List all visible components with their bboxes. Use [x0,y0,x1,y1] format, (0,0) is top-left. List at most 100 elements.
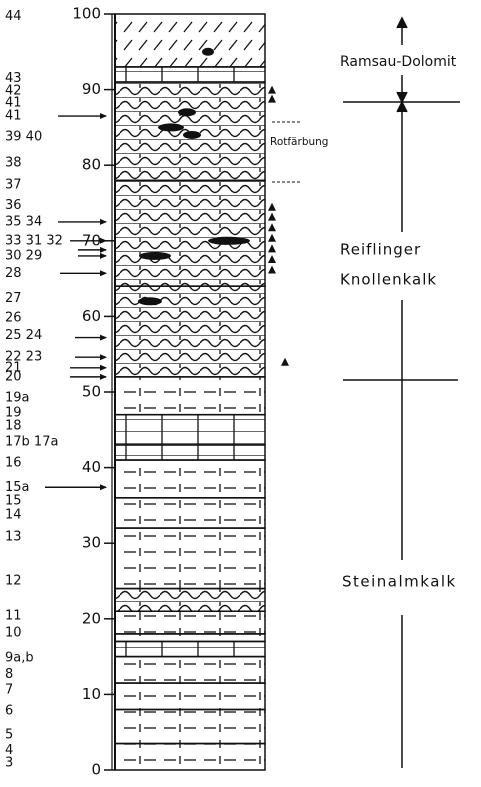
sample-label: 28 [5,266,22,281]
sample-label: 44 [5,9,22,24]
arrow-head [100,373,107,380]
unit-scale [272,16,460,768]
layer [114,179,266,287]
tick-label: 50 [82,383,101,401]
arrow-head [100,237,107,244]
sample-label: 41 [5,109,22,124]
marker [268,202,276,211]
sample-label: 15a [5,480,30,495]
sample-label: 19a [5,391,30,406]
tick-label: 90 [82,80,101,98]
layer [114,610,266,635]
sample-label: 6 [5,704,13,719]
layer [114,742,266,771]
sample-label: 9a,b [5,651,34,666]
sample-label: 5 [5,728,13,743]
sample-label: 21 [5,360,22,375]
layer [114,497,266,529]
tick-label: 30 [82,534,101,552]
marker [268,212,276,221]
tick-label: 20 [82,609,101,627]
tick-label: 10 [82,685,101,703]
marker [268,244,276,253]
sample-label: 13 [5,530,22,545]
layer [114,587,266,612]
column [114,13,266,771]
layer [114,444,266,461]
unit-label: Steinalmkalk [342,573,457,591]
sample-label: 30 29 [5,248,42,263]
sample-label: 7 [5,682,13,697]
sample-label: 3 [5,756,13,771]
tick-label: 40 [82,458,101,476]
layer [114,655,266,684]
nodule [139,251,171,260]
tick-label: 100 [72,5,101,23]
tick-label: 60 [82,307,101,325]
arrow-head [100,484,107,491]
sample-label: 33 31 32 [5,233,63,248]
sample-label: 8 [5,667,13,682]
sample-label: 15 [5,493,22,508]
sample-label: 38 [5,155,22,170]
sample-label: 35 34 [5,214,42,229]
annotation: Rotfärbung [270,136,328,148]
unit-label: Ramsau-Dolomit [340,54,457,70]
sample-label: 14 [5,508,22,523]
sample-label: 19 [5,406,22,421]
sample-label: 41 [5,96,22,111]
sample-label: 10 [5,626,22,641]
tick-label: 0 [91,761,101,779]
sample-label: 22 23 [5,350,42,365]
marker [268,85,276,94]
marker [268,254,276,263]
marker [281,357,289,366]
layer [114,633,266,643]
marker [268,94,276,103]
arrow-head [100,364,107,371]
layer [114,459,266,499]
sample-label: 20 [5,369,22,384]
sample-label: 37 [5,177,22,192]
arrow-head [100,246,107,253]
nodule [178,108,196,117]
layer [114,527,266,590]
nodule [202,47,214,56]
sample-label: 12 [5,574,22,589]
marker [268,223,276,232]
arrow-head [100,113,107,120]
nodule [183,130,201,139]
layer [114,66,266,83]
sample-label: 4 [5,743,13,758]
arrow-head [100,270,107,277]
layer [114,640,266,658]
arrow-head [100,218,107,225]
sample-label: 25 24 [5,328,42,343]
nodule [138,297,162,306]
marker [268,233,276,242]
sample-label: 16 [5,456,22,471]
unit-label: Reiflinger [340,241,421,259]
layer [114,13,266,68]
nodule [208,236,250,245]
sample-label: 26 [5,310,22,325]
arrow-head [100,252,107,259]
sample-label: 11 [5,608,22,623]
sample-label: 17b 17a [5,434,58,449]
layer [114,285,266,378]
layer [114,708,266,745]
arrow-head [100,354,107,361]
sample-label: 18 [5,419,22,434]
layer [114,682,266,711]
layer [114,376,266,416]
sample-label: 27 [5,291,22,306]
arrow-head [100,334,107,341]
marker [268,265,276,274]
sample-label: 39 40 [5,130,42,145]
sample-label: 43 [5,71,22,86]
nodule [158,123,184,132]
unit-label: Knollenkalk [340,271,437,289]
tick-label: 80 [82,156,101,174]
layer [114,413,266,446]
